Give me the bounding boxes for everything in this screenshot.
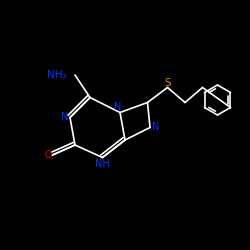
Text: O: O xyxy=(44,150,52,160)
Text: NH: NH xyxy=(95,159,110,169)
Text: S: S xyxy=(164,78,171,88)
Text: NH₂: NH₂ xyxy=(46,70,66,80)
Text: N: N xyxy=(152,122,159,132)
Text: N: N xyxy=(61,112,68,122)
Text: N: N xyxy=(114,102,121,112)
